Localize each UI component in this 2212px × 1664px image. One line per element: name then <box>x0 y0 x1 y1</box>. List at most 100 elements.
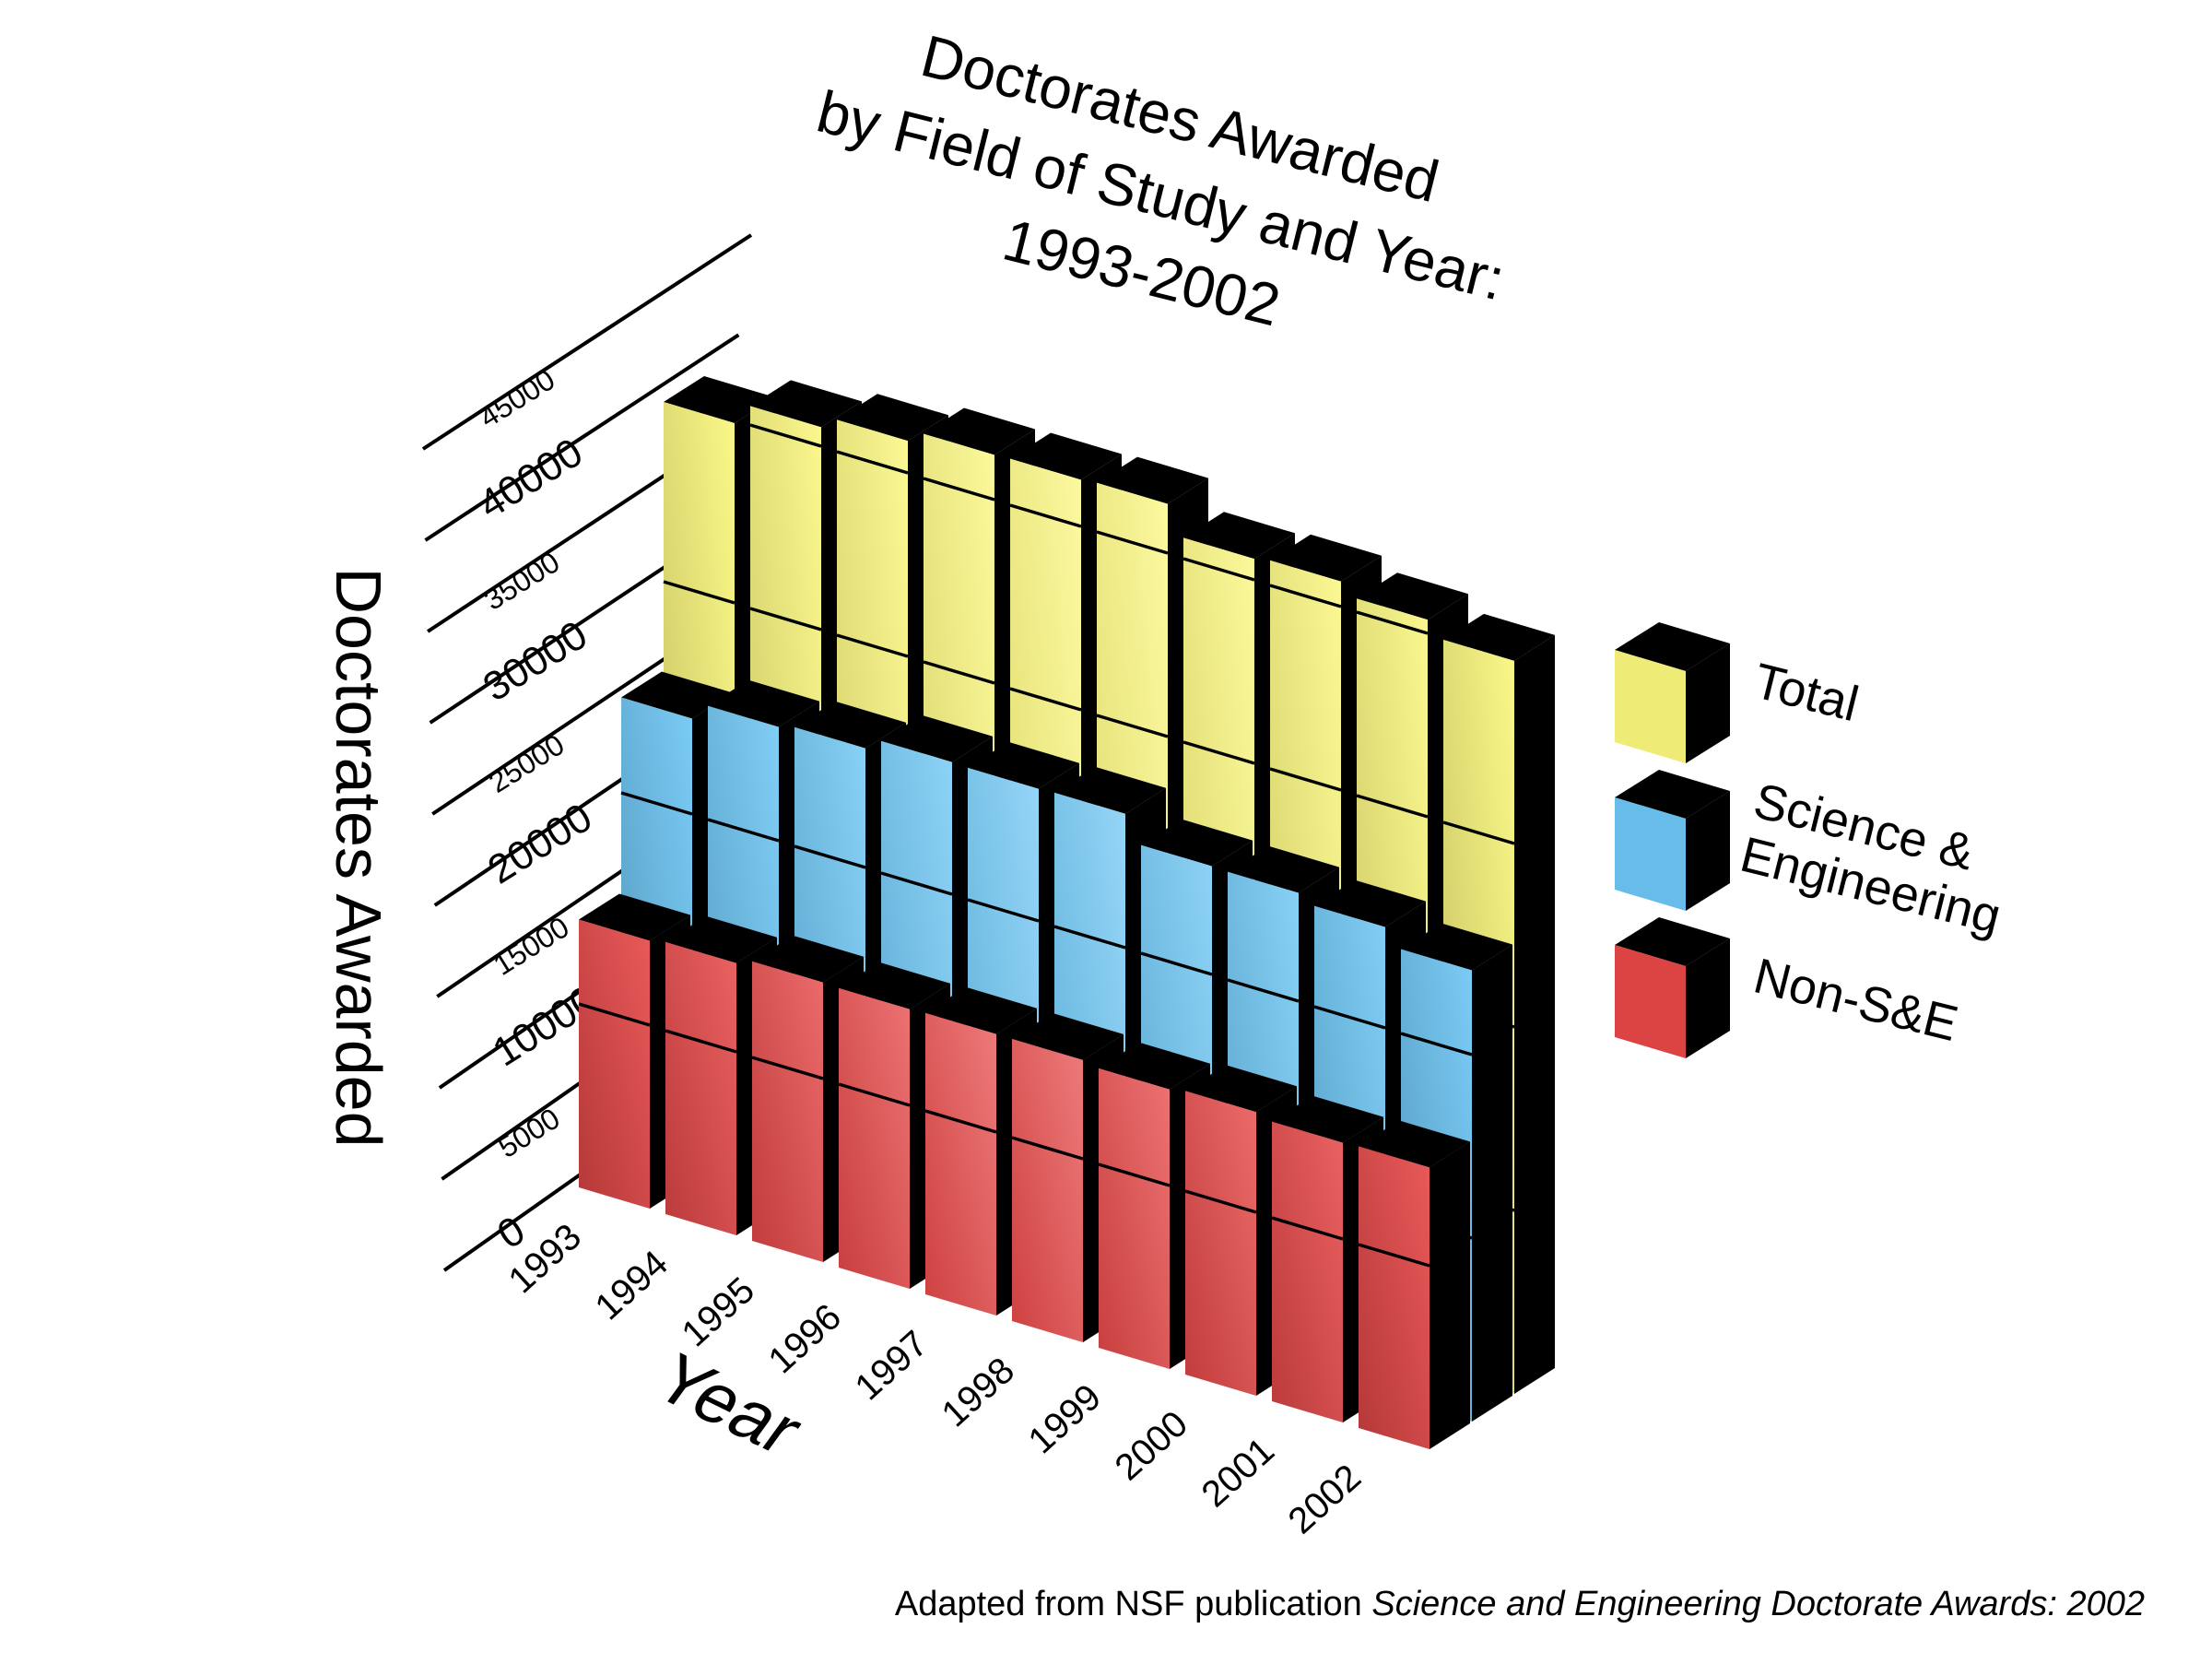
bar-top <box>1270 534 1382 582</box>
bar-front <box>579 919 650 1209</box>
bar-gridline <box>967 898 1040 923</box>
bar-top <box>1272 1095 1383 1143</box>
bar-gridline <box>1358 1243 1430 1268</box>
bar-top <box>1359 1120 1470 1168</box>
bar-top <box>579 893 690 941</box>
gridline <box>424 333 740 542</box>
bar-gridline <box>838 1082 911 1107</box>
legend-swatch-top <box>1615 917 1730 966</box>
footer-prefix: Adapted from NSF publication <box>895 1585 1372 1623</box>
bar-top <box>1097 456 1208 504</box>
bar-gridline <box>751 1056 824 1080</box>
bar-top <box>968 741 1079 789</box>
bar-gridline <box>1313 1005 1386 1030</box>
bar-top <box>1185 1065 1297 1113</box>
y-tick-label: 20000 <box>480 795 600 892</box>
gridline <box>421 233 753 451</box>
bar-top <box>837 394 948 442</box>
bar-gridline <box>1009 687 1082 712</box>
x-tick-label: 1998 <box>935 1350 1023 1434</box>
bar-gridline <box>1356 794 1429 819</box>
bar-gridline <box>1011 1136 1084 1161</box>
bar-gridline <box>620 791 693 816</box>
legend-label: Total <box>1748 653 1864 732</box>
bar-top <box>924 407 1035 455</box>
bar-front <box>1359 1146 1430 1449</box>
bar-front <box>1099 1068 1170 1369</box>
bar-top <box>1054 766 1166 814</box>
bar-side <box>1472 944 1512 1422</box>
bar-top <box>1012 1012 1124 1060</box>
x-tick-label: 1999 <box>1021 1376 1110 1461</box>
bar-top <box>1314 879 1426 927</box>
legend-swatch <box>1615 650 1686 763</box>
bar-gridline <box>707 818 780 843</box>
x-tick-label: 1997 <box>848 1323 936 1408</box>
bar-top <box>1228 845 1339 893</box>
x-tick-label: 1994 <box>588 1243 677 1328</box>
bar-gridline <box>1269 767 1342 792</box>
bar-top <box>664 376 775 423</box>
x-tick-label: 2002 <box>1281 1457 1370 1541</box>
bar-top <box>794 701 906 749</box>
bar-front <box>839 987 910 1289</box>
series-non-s-e <box>578 893 1470 1449</box>
bar-gridline <box>836 633 909 658</box>
bar-top <box>1401 923 1512 971</box>
bar-front <box>925 1012 996 1316</box>
bar-top <box>881 714 993 762</box>
bar-top <box>752 935 864 983</box>
bar-front <box>752 961 823 1262</box>
footer-source-title: Science and Engineering Doctorate Awards… <box>1371 1585 2145 1623</box>
legend-item: Science &Engineering <box>1615 770 2020 945</box>
legend-swatch-top <box>1615 770 1730 819</box>
y-axis-label: Doctorates Awarded <box>323 567 394 1147</box>
bar-front <box>665 941 736 1235</box>
bar-top <box>1141 819 1253 867</box>
bar-front <box>1272 1121 1343 1422</box>
y-tick-label: 5000 <box>492 1102 565 1164</box>
bar-side <box>1514 634 1555 1394</box>
bar-gridline <box>1098 1162 1171 1187</box>
legend-swatch-side <box>1686 791 1730 911</box>
legend-swatch <box>1615 945 1686 1058</box>
x-tick-label: 2001 <box>1194 1430 1283 1515</box>
bar-gridline <box>1009 503 1082 528</box>
bar-gridline <box>923 660 995 685</box>
footer-source: Adapted from NSF publication Science and… <box>895 1585 2145 1623</box>
legend-label-line: Non-S&E <box>1748 948 1963 1052</box>
legend-label: Non-S&E <box>1748 948 1963 1052</box>
legend-label: Science &Engineering <box>1735 773 2020 944</box>
bar-gridline <box>749 423 822 448</box>
y-tick-label: 30000 <box>476 612 595 710</box>
bar-top <box>1010 432 1122 480</box>
bar-gridline <box>924 1109 997 1134</box>
legend-label-line: Total <box>1748 653 1864 732</box>
bar-gridline <box>665 1029 737 1054</box>
bar-top <box>750 380 862 428</box>
bar-gridline <box>749 607 822 631</box>
bar-top <box>925 986 1037 1034</box>
bar-front <box>1012 1038 1083 1342</box>
legend-swatch-side <box>1686 938 1730 1058</box>
y-tick-label: 45000 <box>474 362 561 434</box>
bar-gridline <box>1271 1216 1344 1241</box>
bar-gridline <box>1182 740 1255 765</box>
bar-top <box>665 915 777 963</box>
bar-gridline <box>578 1002 651 1027</box>
bar-top <box>708 679 819 727</box>
x-tick-label: 2000 <box>1108 1403 1196 1488</box>
legend-swatch-top <box>1615 622 1730 671</box>
legend-swatch-side <box>1686 643 1730 763</box>
bar-gridline <box>794 844 866 869</box>
bar-gridline <box>1140 951 1213 976</box>
y-tick-label: 25000 <box>483 727 571 799</box>
y-tick-label: 40000 <box>471 430 591 527</box>
bar-top <box>1183 512 1295 560</box>
bar-gridline <box>1096 714 1169 738</box>
bar-gridline <box>1227 978 1300 1003</box>
legend-item: Non-S&E <box>1615 917 1963 1058</box>
legend-item: Total <box>1615 622 1864 763</box>
